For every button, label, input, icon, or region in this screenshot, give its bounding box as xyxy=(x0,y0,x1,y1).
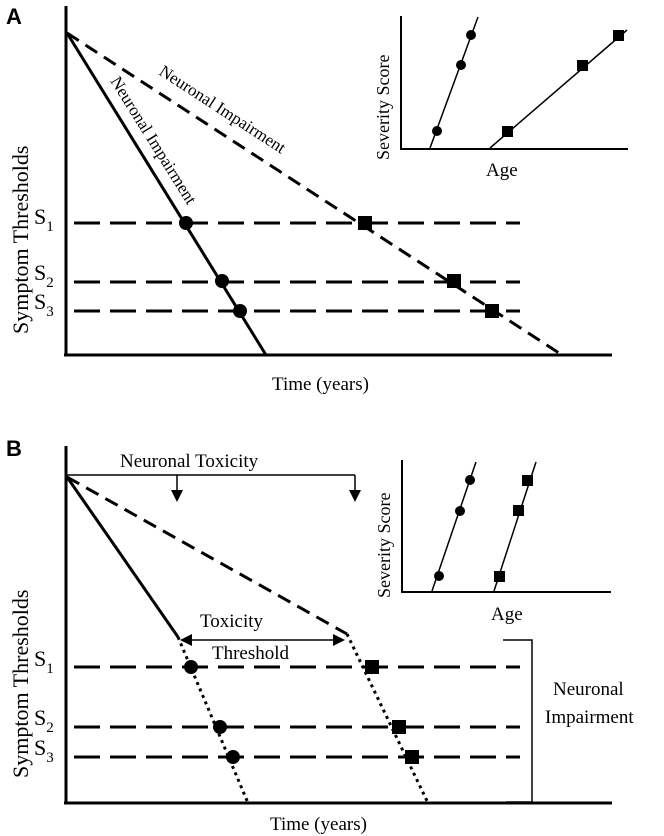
panel-b-inset-circle-marker xyxy=(465,475,475,485)
panel-a-inset-y-label: Severity Score xyxy=(373,55,393,160)
panel-b-circle-marker xyxy=(213,720,227,734)
panel-a-solid-impairment-line xyxy=(65,32,268,356)
panel-a-s2-label: S2 xyxy=(34,260,54,291)
panel-b-inset-square-marker xyxy=(494,571,505,582)
panel-b-toxicity-threshold-label-1: Toxicity xyxy=(200,611,264,632)
panel-a-square-marker xyxy=(447,274,461,288)
panel-b-inset: Severity Score Age xyxy=(374,460,611,625)
panel-a: A Symptom Thresholds Time (years) S1 S2 … xyxy=(6,4,628,395)
panel-a-y-axis-label: Symptom Thresholds xyxy=(8,146,33,334)
panel-b-toxicity-threshold-label-2: Threshold xyxy=(212,643,290,664)
panel-b-inset-square-marker xyxy=(522,475,533,486)
panel-b-inset-circle-marker xyxy=(455,506,465,516)
panel-b-toxicity-label: Neuronal Toxicity xyxy=(120,451,259,472)
panel-b-s2-label: S2 xyxy=(34,705,54,736)
panel-a-inset-square-marker xyxy=(613,30,624,41)
panel-a-inset-circle-marker xyxy=(432,126,442,136)
panel-a-s1-label: S1 xyxy=(34,204,54,235)
panel-b-inset-x-label: Age xyxy=(491,604,523,625)
arrow-left-icon xyxy=(180,634,192,646)
panel-b-inset-circle-marker xyxy=(434,571,444,581)
panel-a-inset-square-marker xyxy=(577,60,588,71)
panel-b-circle-marker xyxy=(184,660,198,674)
panel-b-square-marker xyxy=(405,750,419,764)
panel-a-dashed-impairment-line xyxy=(66,31,563,357)
panel-a-inset-circle-marker xyxy=(466,30,476,40)
arrow-down-icon xyxy=(349,490,361,502)
panel-a-circle-marker xyxy=(179,216,193,230)
panel-a-square-marker xyxy=(358,216,372,230)
panel-b-circle-marker xyxy=(226,750,240,764)
panel-b-y-axis-label: Symptom Thresholds xyxy=(8,590,33,778)
panel-b-x-axis-label: Time (years) xyxy=(270,814,367,835)
panel-b-bracket-label-2: Impairment xyxy=(545,707,634,728)
panel-a-inset-square-marker xyxy=(502,126,513,137)
panel-b-dashed-impairment-line xyxy=(66,475,348,636)
panel-a-s3-label: S3 xyxy=(34,289,54,320)
panel-a-inset-circle-marker xyxy=(456,60,466,70)
panel-b-letter: B xyxy=(6,436,22,461)
panel-a-inset: Severity Score Age xyxy=(373,16,628,181)
panel-b-solid-impairment-line xyxy=(65,476,180,638)
panel-b-impairment-bracket xyxy=(503,639,533,803)
panel-a-inset-x-label: Age xyxy=(486,160,518,181)
arrow-right-icon xyxy=(333,634,345,646)
panel-b-square-marker xyxy=(365,660,379,674)
panel-a-circle-marker xyxy=(233,304,247,318)
panel-a-square-marker xyxy=(485,304,499,318)
panel-a-circle-marker xyxy=(215,274,229,288)
panel-b-inset-y-label: Severity Score xyxy=(374,493,394,598)
panel-b-inset-square-marker xyxy=(513,505,524,516)
panel-b-s3-label: S3 xyxy=(34,735,54,766)
panel-b-dotted-line-right xyxy=(345,633,430,804)
panel-b-bracket-label-1: Neuronal xyxy=(553,679,624,700)
panel-a-x-axis-label: Time (years) xyxy=(272,374,369,395)
panel-b-s1-label: S1 xyxy=(34,646,54,677)
panel-b-square-marker xyxy=(392,720,406,734)
panel-a-dashed-line-label: Neuronal Impairment xyxy=(156,61,290,157)
arrow-down-icon xyxy=(171,490,183,502)
panel-a-letter: A xyxy=(6,4,22,29)
panel-b: B Symptom Thresholds Time (years) S1 S2 … xyxy=(6,436,634,835)
